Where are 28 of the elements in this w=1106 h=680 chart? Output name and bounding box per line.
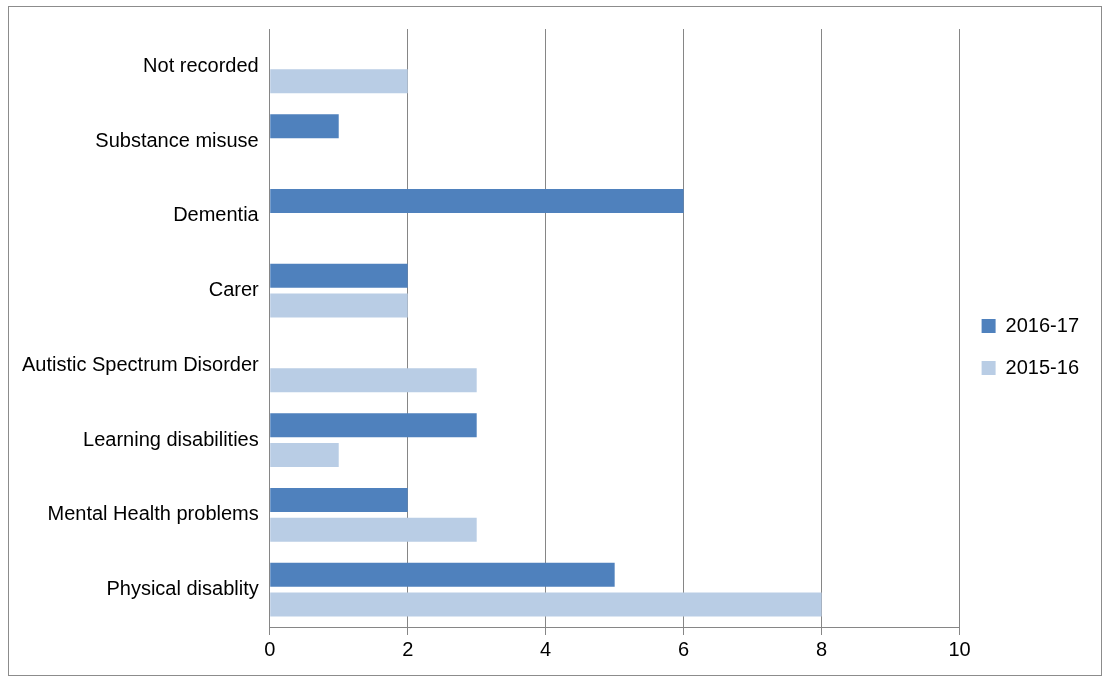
x-tick-label: 6: [678, 637, 690, 660]
bar: [270, 443, 339, 468]
bar: [270, 413, 477, 438]
bar: [270, 562, 615, 587]
bar: [270, 188, 684, 213]
y-tick-label: Dementia: [173, 203, 260, 226]
y-tick-label: Not recorded: [143, 53, 259, 76]
bar: [270, 263, 408, 288]
legend-label: 2015-16: [1005, 355, 1080, 378]
bar: [270, 114, 339, 139]
bar: [270, 592, 822, 617]
bar: [270, 69, 408, 94]
x-tick-label: 10: [948, 637, 971, 660]
x-tick-label: 0: [264, 637, 276, 660]
bar: [270, 517, 477, 542]
y-tick-label: Autistic Spectrum Disorder: [21, 352, 260, 375]
bar: [270, 487, 408, 512]
x-tick-label: 2: [402, 637, 414, 660]
legend-label: 2016-17: [1005, 313, 1080, 336]
bar: [270, 293, 408, 318]
y-tick-label: Physical disablity: [106, 577, 259, 600]
y-tick-label: Mental Health problems: [47, 502, 259, 525]
y-tick-label: Substance misuse: [95, 128, 259, 151]
y-tick-label: Learning disabilities: [83, 427, 259, 450]
x-tick-label: 4: [540, 637, 552, 660]
bar: [270, 368, 477, 393]
x-tick-label: 8: [816, 637, 828, 660]
y-tick-label: Carer: [208, 278, 260, 301]
